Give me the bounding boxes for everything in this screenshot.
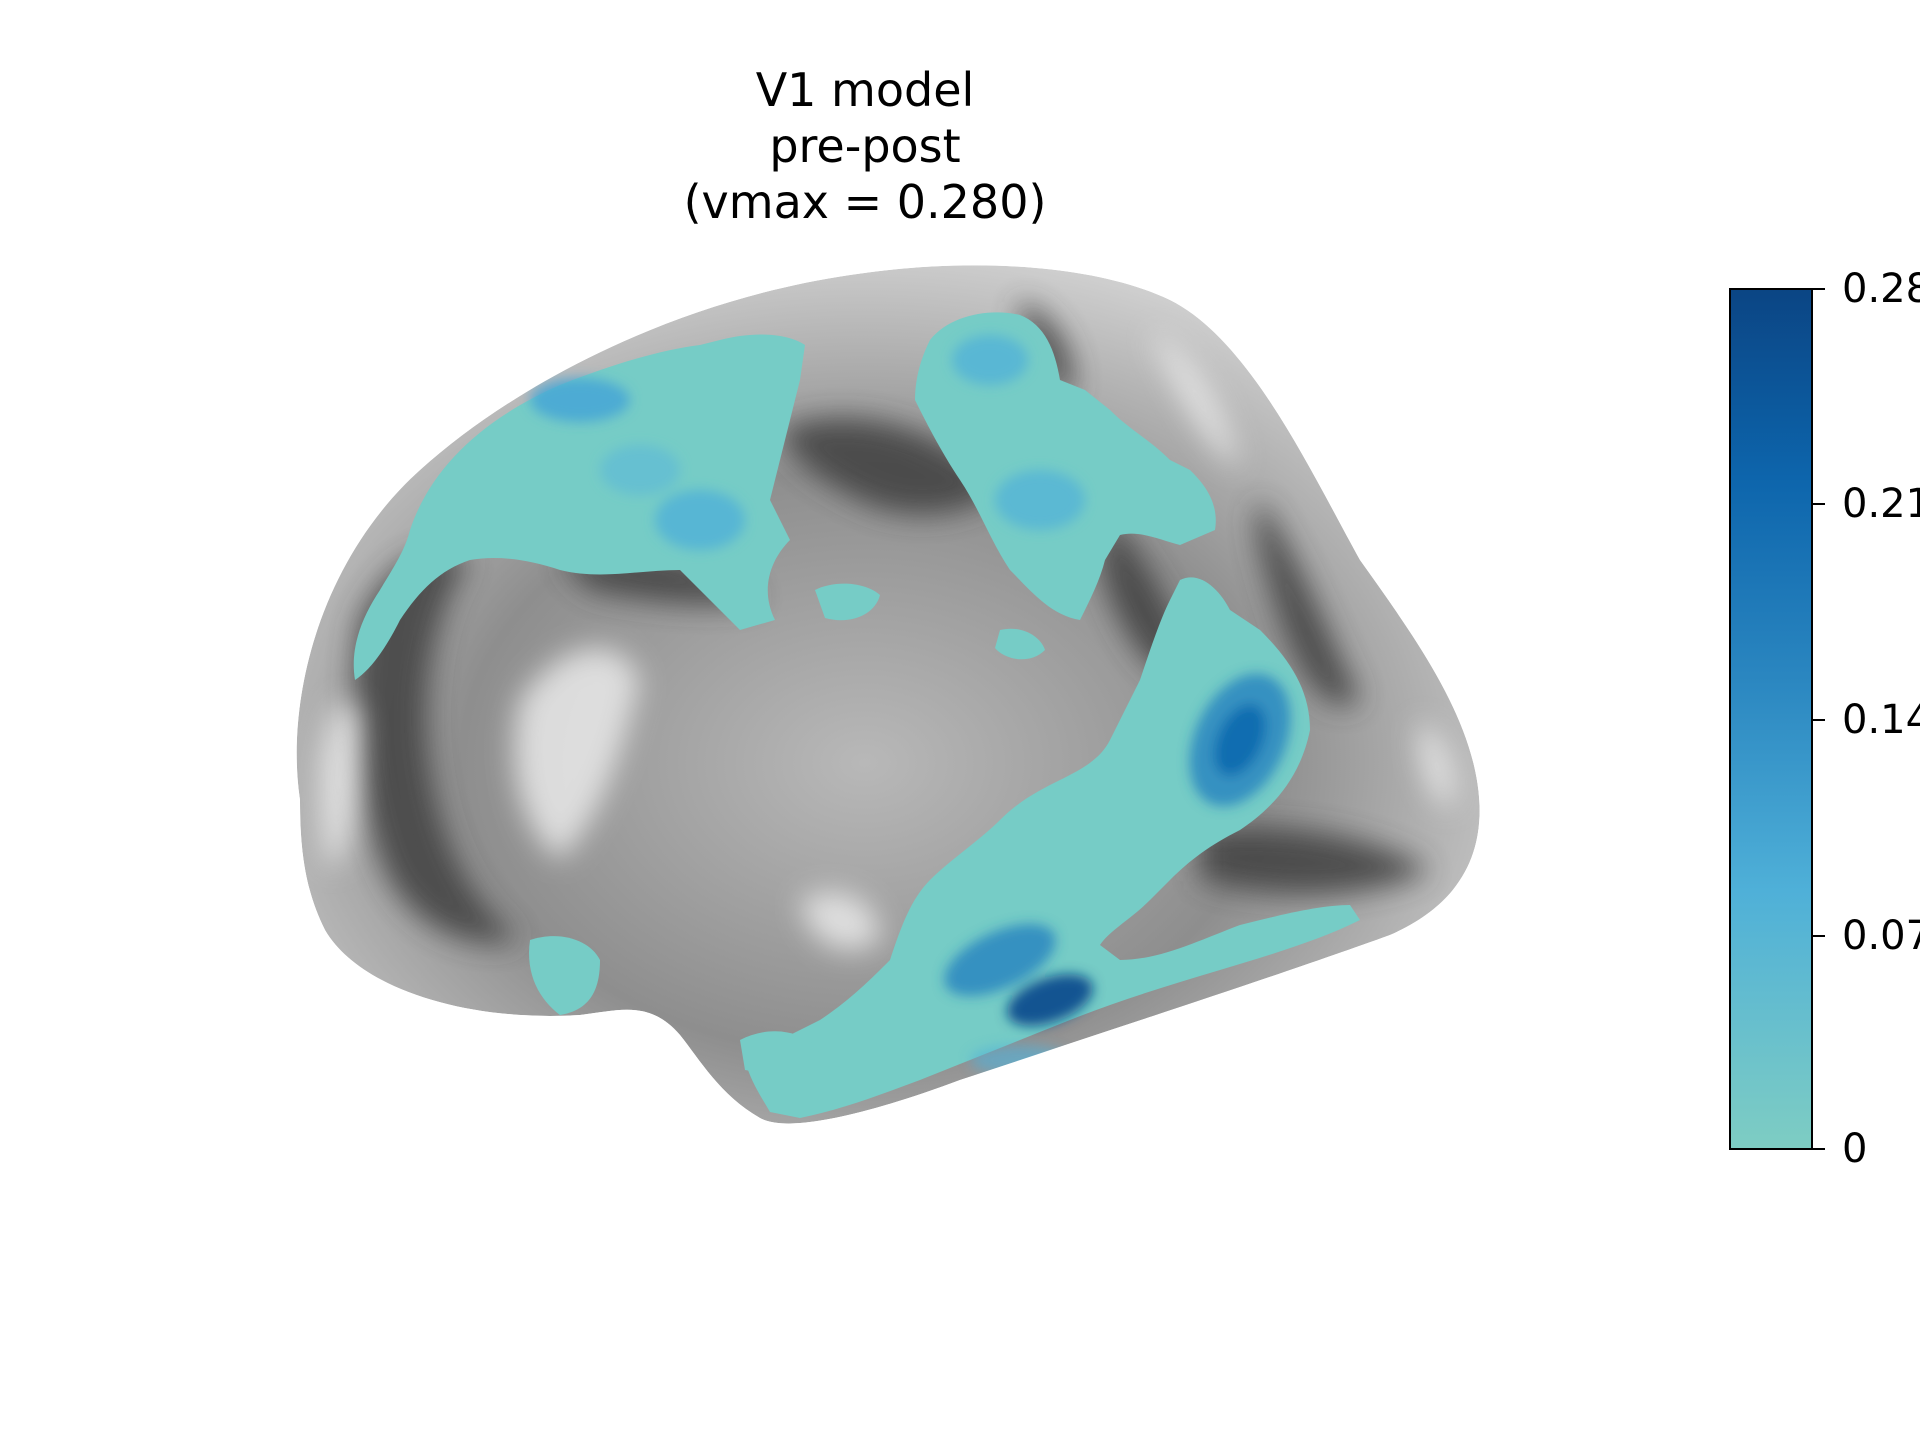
colorbar-tick	[1813, 1148, 1825, 1150]
title-line-1: V1 model	[755, 63, 975, 117]
title-line-3: (vmax = 0.280)	[683, 175, 1047, 229]
colorbar-tick	[1813, 288, 1825, 290]
colorbar-tick-label: 0.07	[1842, 913, 1920, 959]
colorbar-tick	[1813, 503, 1825, 505]
colorbar-tick	[1813, 935, 1825, 937]
cortex-surface	[296, 265, 1480, 1124]
colorbar-gradient	[1730, 289, 1812, 1149]
colorbar-tick-label: 0	[1842, 1126, 1868, 1172]
activation-overlay	[353, 312, 1360, 1118]
colorbar-tick-label: 0.21	[1842, 481, 1920, 527]
colorbar-tick-label: 0.14	[1842, 697, 1920, 743]
colorbar-tick-label: 0.28	[1842, 266, 1920, 312]
colorbar	[1729, 288, 1813, 1150]
title-line-2: pre-post	[769, 119, 961, 173]
figure-title: V1 model pre-post (vmax = 0.280)	[545, 62, 1185, 230]
colorbar-tick	[1813, 719, 1825, 721]
